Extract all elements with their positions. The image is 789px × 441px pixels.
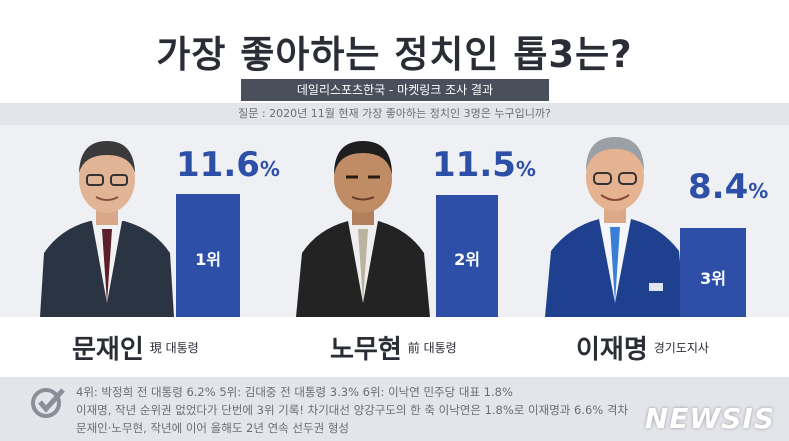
footer-line-3: 문재인·노무현, 작년에 이어 올해도 2년 연속 선두권 형성 bbox=[76, 421, 349, 435]
footer-notes: 4위: 박정희 전 대통령 6.2% 5위: 김대중 전 대통령 3.3% 6위… bbox=[0, 377, 789, 441]
pct-label-3: 8.4% bbox=[688, 167, 769, 207]
rank-label-1: 1위 bbox=[195, 250, 221, 269]
portrait-roh bbox=[296, 141, 430, 317]
name-label-3: 이재명 bbox=[576, 335, 648, 365]
pct-label-1: 11.6% bbox=[176, 145, 280, 185]
rank-label-2: 2위 bbox=[454, 250, 480, 269]
portrait-moon bbox=[40, 141, 174, 317]
name-label-1: 문재인 bbox=[72, 335, 144, 365]
chart-stage: 11.6% 1위 11.5% 2위 8.4% 3위 bbox=[0, 125, 789, 317]
check-icon bbox=[31, 388, 65, 418]
names-row: 문재인 現 대통령 노무현 前 대통령 이재명 경기도지사 bbox=[0, 317, 789, 377]
question-band: 질문 : 2020년 11월 현재 가장 좋아하는 정치인 3명은 누구입니까? bbox=[0, 103, 789, 125]
header-area: 가장 좋아하는 정치인 톱3는? 데일리스포츠한국 - 마켓링크 조사 결과 bbox=[0, 0, 789, 122]
bar-3: 3위 bbox=[680, 228, 746, 317]
portrait-lee bbox=[545, 137, 685, 317]
title-label-3: 경기도지사 bbox=[653, 341, 709, 355]
page-title: 가장 좋아하는 정치인 톱3는? bbox=[156, 33, 633, 76]
newsis-watermark: NEWSIS bbox=[644, 402, 775, 435]
name-2: 노무현 前 대통령 bbox=[330, 329, 457, 366]
pct-label-2: 11.5% bbox=[432, 145, 536, 185]
source-band: 데일리스포츠한국 - 마켓링크 조사 결과 bbox=[241, 79, 549, 101]
name-3: 이재명 경기도지사 bbox=[576, 329, 709, 366]
bar-2: 2위 bbox=[436, 195, 498, 317]
title-label-2: 前 대통령 bbox=[407, 341, 457, 355]
footer-line-1: 4위: 박정희 전 대통령 6.2% 5위: 김대중 전 대통령 3.3% 6위… bbox=[76, 385, 513, 399]
bar-1: 1위 bbox=[176, 194, 240, 317]
name-label-2: 노무현 bbox=[330, 335, 402, 365]
rank-label-3: 3위 bbox=[700, 269, 726, 288]
title-label-1: 現 대통령 bbox=[149, 341, 199, 355]
footer-line-2: 이재명, 작년 순위권 없었다가 단번에 3위 기록! 차기대선 양강구도의 한… bbox=[76, 403, 629, 417]
name-1: 문재인 現 대통령 bbox=[72, 329, 199, 366]
